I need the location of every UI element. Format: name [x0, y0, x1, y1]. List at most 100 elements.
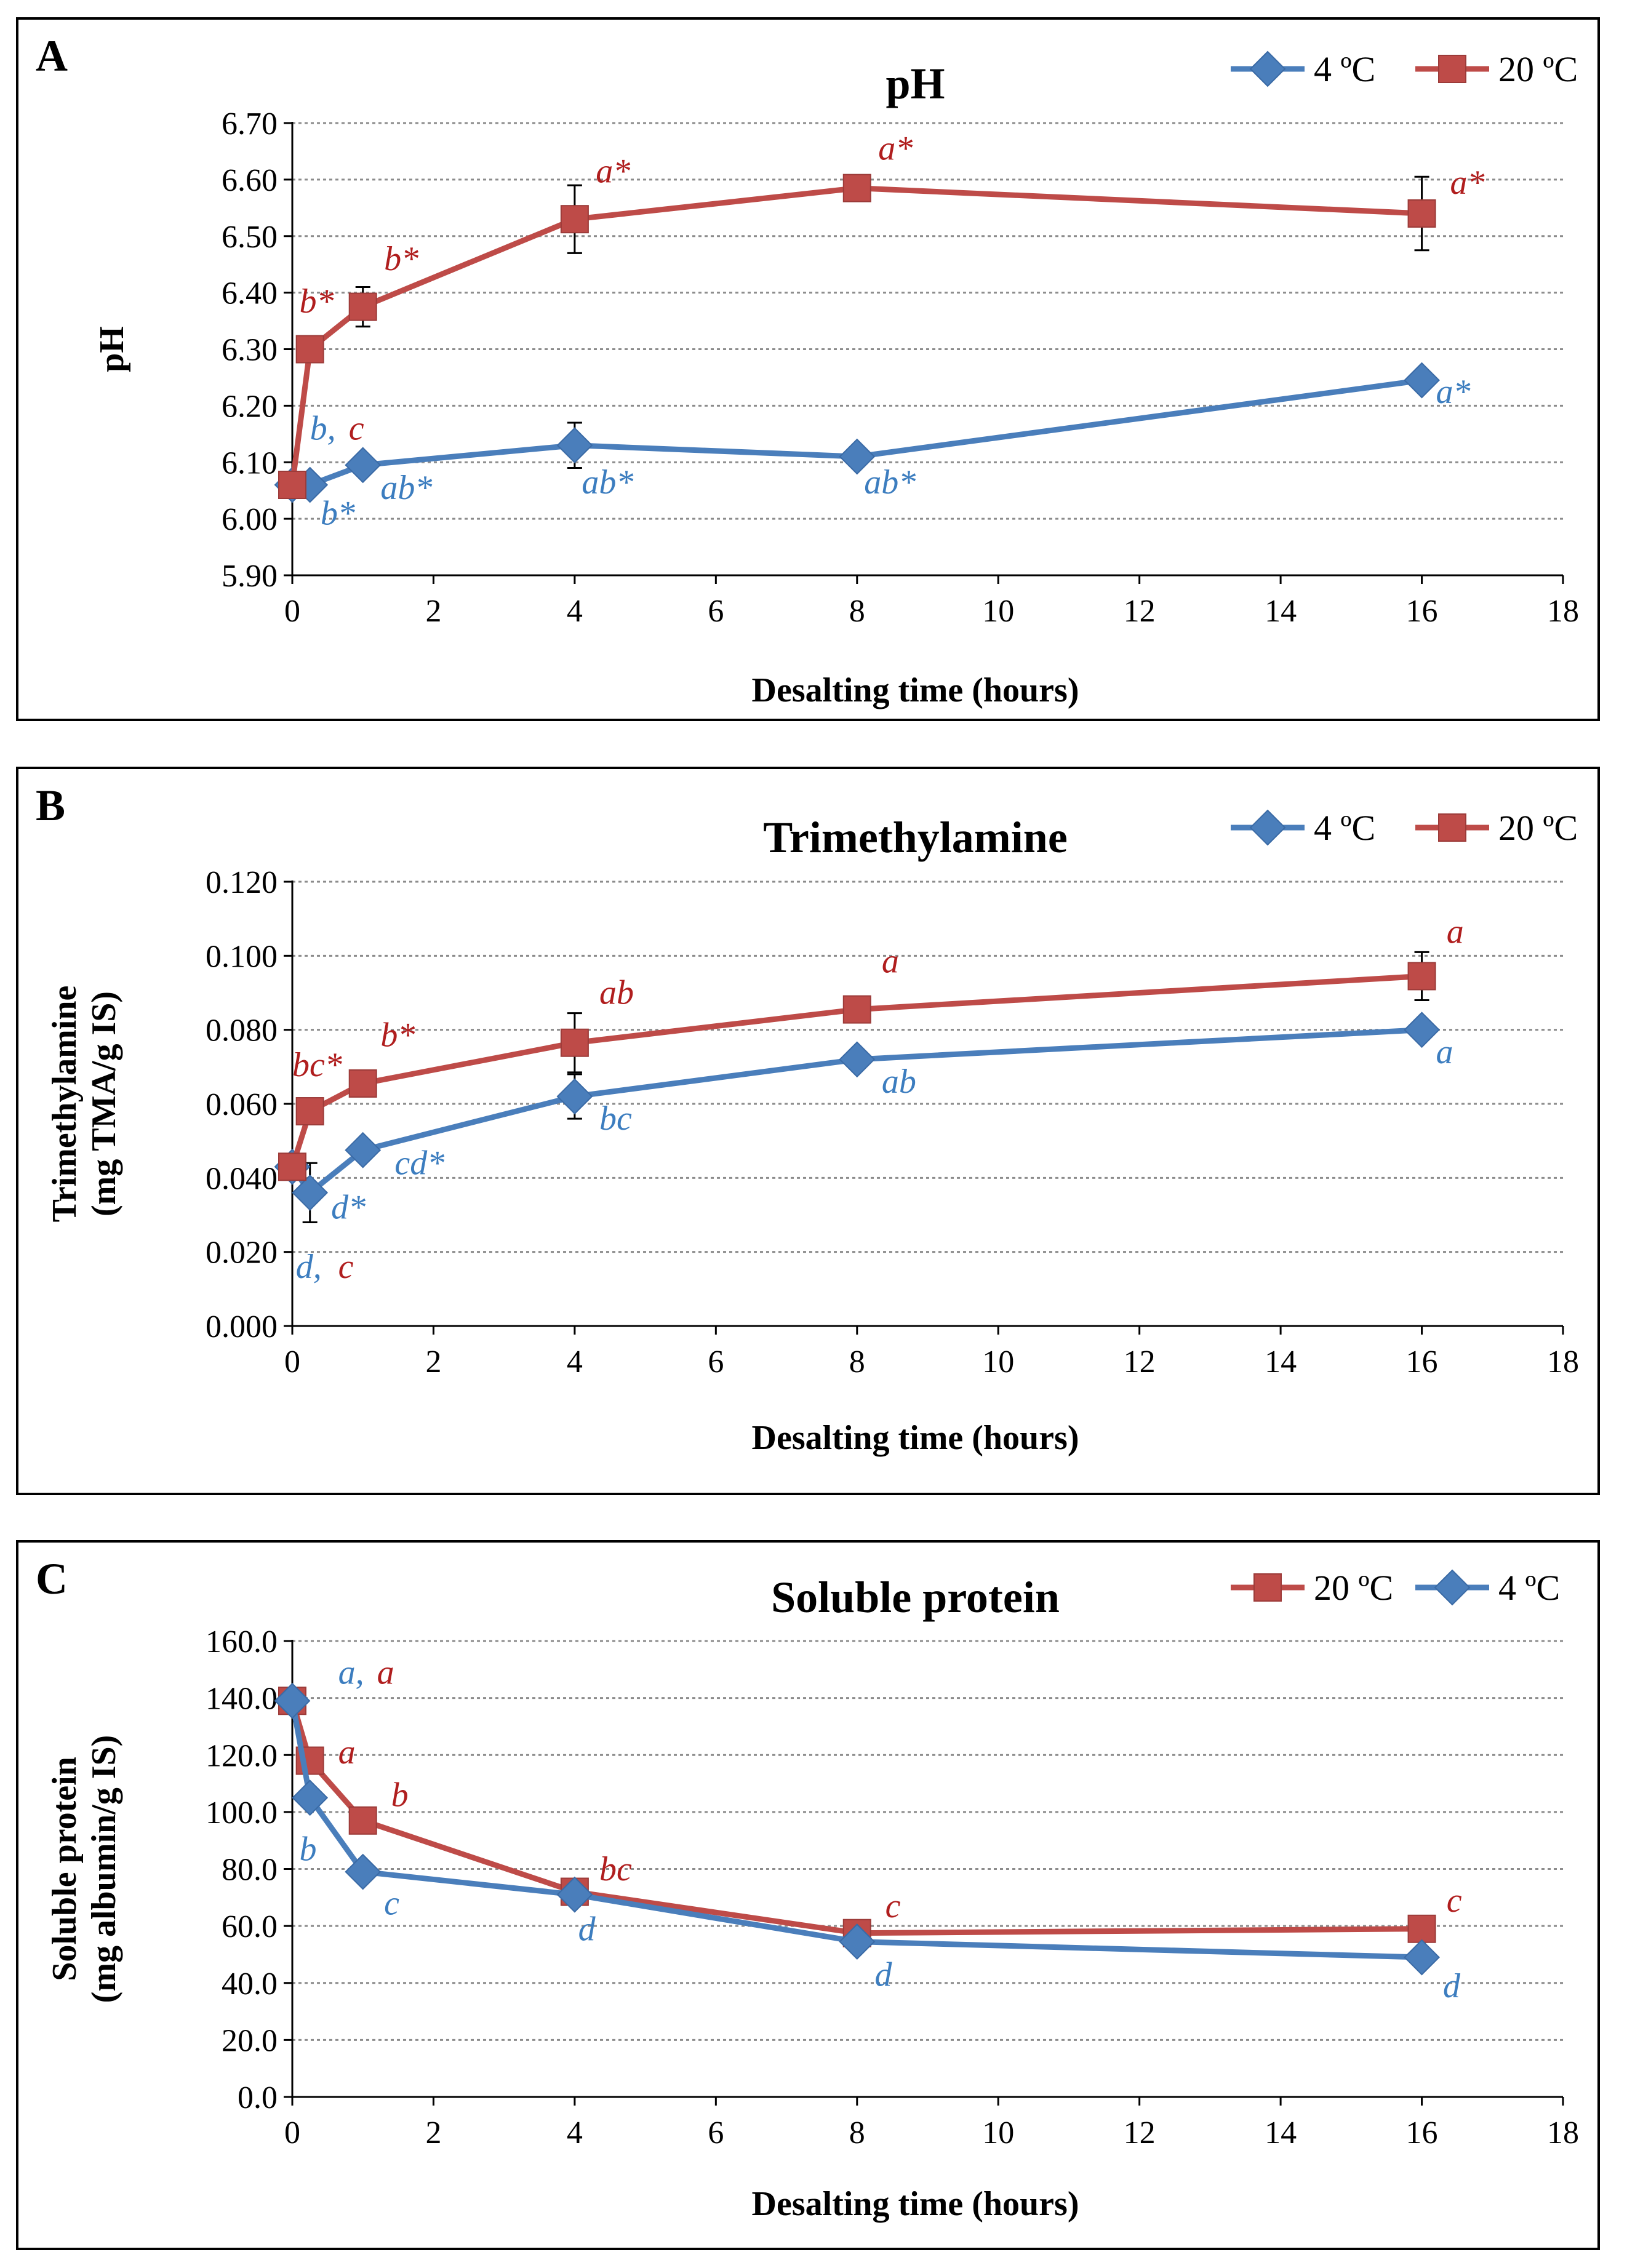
y-tick-label: 0.020 — [206, 1236, 278, 1271]
data-point-square — [278, 1152, 306, 1181]
significance-letter: a — [882, 942, 899, 980]
y-tick-label: 0.100 — [206, 939, 278, 974]
data-point-diamond — [292, 1174, 329, 1211]
significance-letter: b* — [384, 240, 418, 278]
legend: 4 ºC 20 ºC — [1231, 808, 1578, 848]
significance-letter: bc — [599, 1850, 632, 1888]
data-point-square — [560, 1028, 589, 1057]
data-point-diamond — [1434, 1569, 1471, 1606]
series-line — [289, 185, 1422, 485]
panel-letter: B — [36, 781, 65, 830]
x-tick-label: 6 — [708, 2115, 724, 2150]
y-tick-label: 0.120 — [206, 865, 278, 900]
panel-frame — [16, 1540, 1600, 2250]
series-line — [289, 1700, 1422, 1960]
data-point-diamond — [1249, 50, 1286, 87]
legend: 4 ºC 20 ºC — [1231, 49, 1578, 89]
x-tick-label: 16 — [1406, 1344, 1438, 1380]
data-point-diamond — [1249, 809, 1286, 846]
x-tick-label: 4 — [567, 594, 583, 629]
y-axis-title: Soluble protein — [46, 1757, 84, 1981]
y-tick-label: 6.70 — [222, 106, 278, 142]
data-point-diamond — [345, 447, 382, 484]
y-axis-title: (mg TMA/g IS) — [85, 991, 123, 1216]
x-tick-label: 12 — [1124, 594, 1156, 629]
series-20c — [278, 951, 1436, 1181]
significance-letter: ab* — [864, 463, 916, 501]
significance-letter: d — [1443, 1967, 1461, 2005]
significance-letter: d — [578, 1910, 596, 1948]
x-tick-label: 4 — [567, 2115, 583, 2150]
x-tick-label: 2 — [425, 1344, 441, 1380]
y-tick-label: 100.0 — [206, 1795, 278, 1831]
chart-title: Trimethylamine — [763, 813, 1068, 862]
y-tick-label: 160.0 — [206, 1624, 278, 1659]
data-point-square — [1407, 199, 1436, 228]
x-axis-title: Desalting time (hours) — [752, 671, 1079, 709]
legend-label: 4 ºC — [1314, 808, 1375, 848]
x-tick-label: 2 — [425, 594, 441, 629]
y-axis-title: pH — [93, 326, 131, 372]
data-point-square — [348, 1069, 377, 1098]
legend-label: 20 ºC — [1314, 1568, 1393, 1608]
significance-letter: a — [1436, 1033, 1453, 1071]
legend: 20 ºC 4 ºC — [1231, 1568, 1560, 1608]
y-tick-label: 0.040 — [206, 1161, 278, 1196]
x-tick-label: 2 — [425, 2115, 441, 2150]
significance-letter: d, — [296, 1248, 322, 1286]
x-axis-title: Desalting time (hours) — [752, 1419, 1079, 1457]
panel-c: C Soluble protein 0.0 20.0 40.0 60.0 80.0 100.0… — [16, 1540, 1600, 2250]
x-tick-label: 10 — [982, 2115, 1014, 2150]
y-tick-label: 6.30 — [222, 333, 278, 368]
significance-letter: b, — [310, 410, 336, 448]
y-tick-label: 0.0 — [238, 2080, 278, 2115]
x-tick-label: 14 — [1265, 1344, 1297, 1380]
data-point-square — [842, 174, 871, 202]
significance-letter: a — [1447, 912, 1464, 951]
significance-letter: c — [1447, 1882, 1462, 1920]
significance-letter: a — [338, 1733, 356, 1771]
legend-label: 4 ºC — [1498, 1568, 1560, 1608]
y-tick-label: 0.080 — [206, 1013, 278, 1048]
data-point-square — [295, 1097, 324, 1126]
data-point-square — [1407, 962, 1436, 991]
data-point-square — [278, 471, 306, 499]
y-tick-label: 80.0 — [222, 1853, 278, 1888]
chart-title: pH — [885, 59, 945, 108]
y-tick-label: 0.060 — [206, 1087, 278, 1122]
y-tick-label: 6.40 — [222, 276, 278, 311]
series-20c — [278, 174, 1436, 499]
data-point-diamond — [345, 1853, 382, 1890]
y-tick-label: 5.90 — [222, 559, 278, 594]
data-point-diamond — [1404, 362, 1440, 399]
data-point-square — [348, 292, 377, 321]
data-point-diamond — [1404, 1939, 1440, 1976]
data-point-square — [295, 335, 324, 364]
x-tick-label: 12 — [1124, 2115, 1156, 2150]
significance-letter: a* — [878, 130, 913, 168]
x-tick-label: 16 — [1406, 594, 1438, 629]
data-point-diamond — [839, 438, 876, 475]
x-tick-label: 18 — [1547, 2115, 1579, 2150]
significance-letter: a* — [1436, 373, 1471, 411]
significance-letter: c — [349, 410, 364, 448]
y-tick-label: 140.0 — [206, 1682, 278, 1717]
significance-letter: ab — [599, 974, 634, 1012]
y-axis-title: Trimethylamine — [46, 986, 84, 1223]
x-tick-label: 8 — [849, 1344, 865, 1380]
significance-letter: a* — [596, 152, 630, 190]
panel-b: B Trimethylamine 0.000 0.020 0.040 0.060 0.080… — [16, 767, 1600, 1495]
data-point-square — [842, 995, 871, 1024]
x-tick-label: 16 — [1406, 2115, 1438, 2150]
significance-letter: bc* — [292, 1046, 342, 1084]
significance-letter: cd* — [394, 1144, 444, 1182]
y-tick-label: 6.20 — [222, 389, 278, 424]
y-tick-label: 6.50 — [222, 220, 278, 255]
data-point-diamond — [556, 1078, 593, 1115]
data-point-diamond — [274, 1682, 311, 1719]
significance-letter: ab — [882, 1063, 916, 1101]
x-tick-label: 0 — [284, 1344, 300, 1380]
significance-letter: bc — [599, 1100, 632, 1138]
y-tick-label: 6.10 — [222, 445, 278, 481]
legend-label: 20 ºC — [1498, 808, 1578, 848]
